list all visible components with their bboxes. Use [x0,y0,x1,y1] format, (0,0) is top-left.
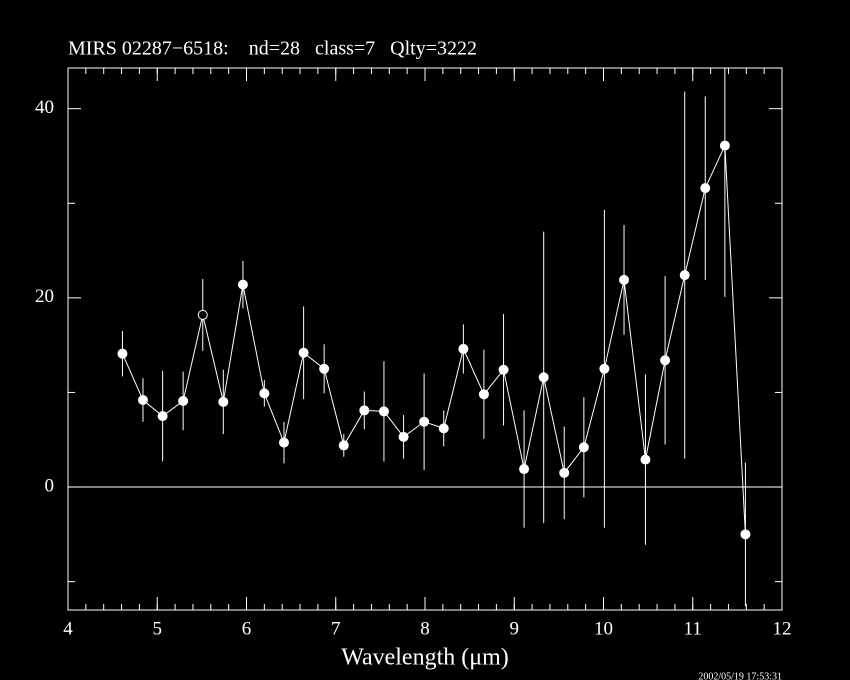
data-line [121,145,746,535]
data-point [599,363,610,374]
y-tick-label: 20 [35,286,54,307]
x-tick-label: 11 [684,618,702,639]
data-point [197,309,208,320]
data-point [559,467,570,478]
data-point [117,348,128,359]
x-tick-label: 5 [153,618,163,639]
y-tick-label: 40 [35,97,54,118]
data-point [458,343,469,354]
data-point [700,183,711,194]
data-point [419,416,430,427]
data-point [319,363,330,374]
data-point [578,442,589,453]
data-point [679,270,690,281]
data-point [298,347,309,358]
x-tick-label: 8 [420,618,430,639]
data-point [660,355,671,366]
data-point [398,431,409,442]
data-point [259,388,270,399]
data-point [478,389,489,400]
data-point [740,529,751,540]
data-point [157,411,168,422]
data-point [338,440,349,451]
data-point [359,405,370,416]
x-axis-label: Wavelength (μm) [341,645,509,671]
x-tick-label: 9 [510,618,520,639]
data-point [237,279,248,290]
chart-title: MIRS 02287−6518: nd=28 class=7 Qlty=3222 [68,38,477,60]
x-tick-label: 10 [594,618,613,639]
y-tick-label: 0 [45,475,55,496]
data-point [619,274,630,285]
timestamp: 2002/05/19 17:53:31 [698,671,782,680]
data-point [719,140,730,151]
data-point [378,406,389,417]
data-point [640,454,651,465]
x-tick-label: 12 [773,618,792,639]
x-tick-label: 7 [331,618,341,639]
x-tick-label: 6 [242,618,252,639]
data-point [438,423,449,434]
data-point [218,396,229,407]
data-point [538,372,549,383]
data-point [137,395,148,406]
data-point [278,437,289,448]
data-point [519,464,530,475]
x-tick-label: 4 [63,618,73,639]
data-point [178,395,189,406]
data-point [498,364,509,375]
